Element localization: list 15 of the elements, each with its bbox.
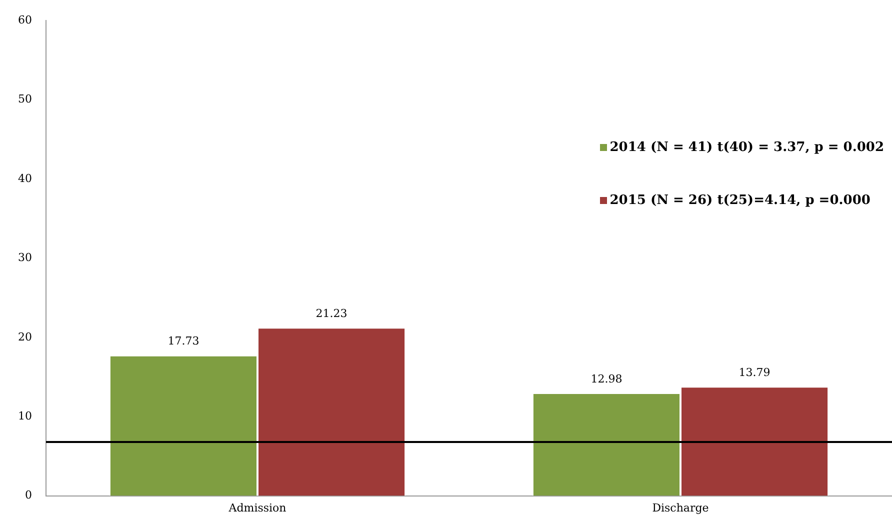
legend-label: 2014 (N = 41) t(40) = 3.37, p = 0.002 (610, 140, 884, 155)
x-tick-label: Admission (228, 501, 286, 514)
y-tick-label: 50 (18, 92, 32, 106)
y-tick-label: 0 (24, 488, 32, 502)
data-label: 12.98 (590, 372, 622, 386)
y-tick-label: 20 (18, 330, 32, 344)
y-tick-label: 40 (18, 172, 32, 185)
data-label: 13.79 (738, 366, 770, 379)
x-tick-label: Discharge (652, 501, 709, 514)
data-label: 17.73 (168, 334, 200, 348)
y-tick-label: 10 (18, 409, 32, 422)
y-tick-label: 60 (18, 13, 32, 26)
legend-label: 2015 (N = 26) t(25)=4.14, p =0.000 (610, 193, 870, 208)
y-tick-label: 30 (18, 251, 32, 264)
data-label: 21.23 (316, 307, 348, 320)
